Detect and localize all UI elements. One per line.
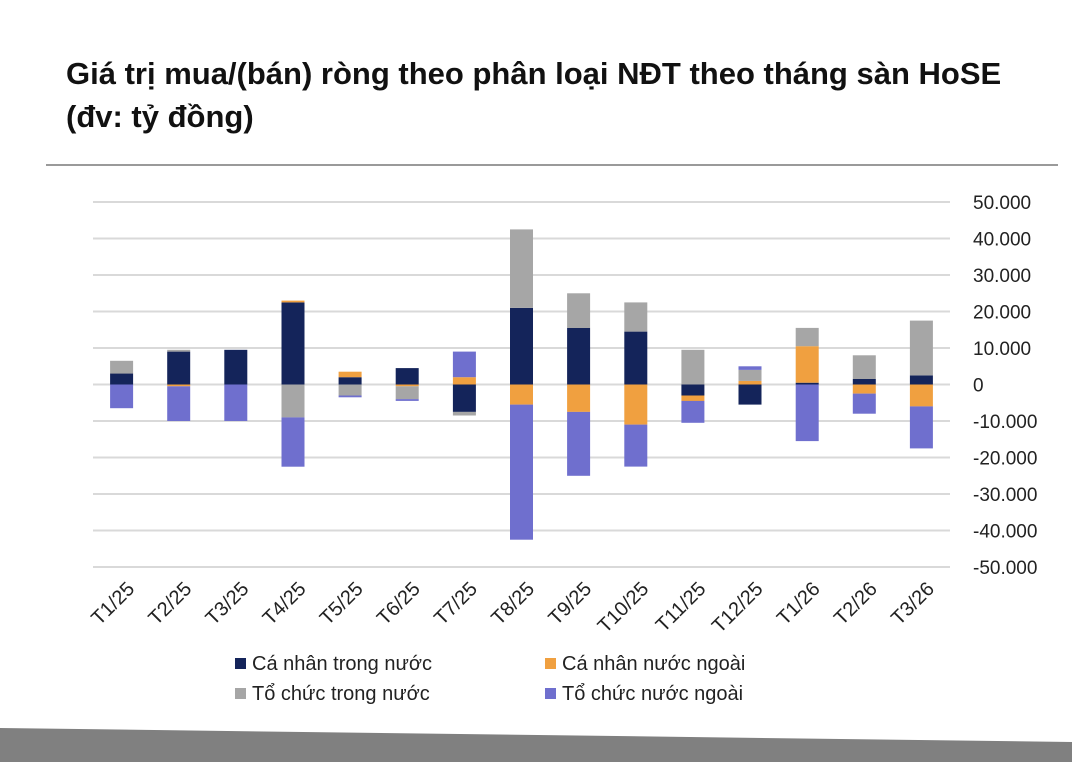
- legend: Cá nhân trong nước Cá nhân nước ngoài Tổ c…: [235, 653, 745, 705]
- bar-segment: [452, 384, 476, 412]
- bar-segment: [624, 384, 648, 425]
- y-tick-label: 50.000: [973, 193, 1031, 214]
- bar-segment: [624, 331, 648, 385]
- x-tick-label: T2/25: [145, 578, 197, 630]
- y-tick-label: -10.000: [973, 412, 1037, 433]
- bar-segment: [567, 327, 591, 385]
- y-tick-label: 40.000: [973, 230, 1031, 251]
- x-tick-label: T1/25: [87, 578, 139, 630]
- bar-segment: [909, 375, 933, 385]
- bar-segment: [852, 379, 876, 385]
- bar-segment: [567, 293, 591, 328]
- bar-segment: [510, 384, 533, 405]
- x-tick-label: T2/26: [830, 578, 882, 630]
- bar-segment: [510, 404, 533, 540]
- bar-segment: [224, 384, 248, 421]
- x-tick-label: T8/25: [487, 578, 539, 630]
- bars: [110, 229, 933, 540]
- bar-segment: [167, 351, 191, 385]
- bar-segment: [452, 377, 476, 385]
- y-tick-label: 30.000: [973, 266, 1031, 287]
- bar-segment: [338, 377, 362, 385]
- bar-segment: [452, 351, 476, 378]
- bar-segment: [395, 368, 419, 385]
- y-tick-label: 0: [973, 376, 984, 397]
- bar-segment: [738, 380, 762, 385]
- bar-segment: [281, 302, 305, 385]
- bar-segment: [395, 386, 419, 400]
- bar-segment: [338, 384, 362, 396]
- legend-swatch: [235, 688, 246, 699]
- y-tick-label: 20.000: [973, 303, 1031, 324]
- bar-segment: [281, 300, 305, 303]
- bar-segment: [795, 382, 819, 385]
- bar-segment: [795, 327, 819, 347]
- chart-title: Giá trị mua/(bán) ròng theo phân loại NĐ…: [66, 56, 1002, 134]
- bar-segment: [909, 406, 933, 449]
- x-tick-label: T3/25: [202, 578, 254, 630]
- bar-segment: [624, 424, 648, 467]
- x-tick-label: T1/26: [773, 578, 825, 630]
- bar-segment: [852, 393, 876, 414]
- title-divider: [46, 164, 1058, 166]
- x-tick-label: T12/25: [708, 578, 768, 638]
- bar-segment: [567, 411, 591, 476]
- bar-segment: [567, 384, 591, 412]
- bar-segment: [338, 371, 362, 378]
- bar-segment: [852, 384, 876, 394]
- bar-segment: [909, 320, 933, 376]
- legend-label: Cá nhân trong nước: [252, 653, 432, 675]
- bar-segment: [510, 307, 533, 385]
- bar-segment: [395, 384, 419, 387]
- legend-label: Cá nhân nước ngoài: [562, 653, 745, 675]
- x-tick-label: T11/25: [652, 578, 711, 637]
- bar-segment: [281, 417, 305, 467]
- bar-segment: [852, 355, 876, 379]
- bar-segment: [795, 384, 819, 442]
- footer-band: [0, 728, 1072, 762]
- bar-segment: [281, 384, 305, 418]
- x-tick-label: T10/25: [594, 578, 654, 638]
- bar-segment: [681, 400, 705, 423]
- bar-segment: [681, 395, 705, 401]
- bar-segment: [738, 366, 762, 370]
- bar-segment: [909, 384, 933, 407]
- y-tick-label: -40.000: [973, 522, 1037, 543]
- bar-segment: [338, 395, 362, 398]
- legend-label: Tổ chức nước ngoài: [562, 683, 743, 705]
- bar-segment: [167, 384, 191, 387]
- legend-swatch: [545, 658, 556, 669]
- bar-segment: [167, 386, 191, 421]
- x-tick-label: T9/25: [544, 578, 596, 630]
- bar-segment: [224, 349, 248, 385]
- bar-segment: [110, 384, 134, 409]
- bar-segment: [110, 373, 134, 385]
- legend-swatch: [235, 658, 246, 669]
- y-tick-label: -30.000: [973, 485, 1037, 506]
- x-tick-label: T6/25: [373, 578, 425, 630]
- bar-segment: [681, 384, 705, 396]
- x-tick-label: T5/25: [316, 578, 368, 630]
- bar-segment: [738, 384, 762, 405]
- y-tick-label: -50.000: [973, 558, 1037, 579]
- bar-segment: [795, 346, 819, 383]
- bar-segment: [167, 349, 191, 352]
- x-axis-ticks: T1/25 T2/25 T3/25 T4/25 T5/25 T6/25 T7/25 T8/25…: [87, 578, 939, 638]
- y-tick-label: 10.000: [973, 339, 1031, 360]
- legend-swatch: [545, 688, 556, 699]
- y-tick-label: -20.000: [973, 449, 1037, 470]
- bar-segment: [738, 369, 762, 381]
- x-tick-label: T7/25: [430, 578, 482, 630]
- bar-segment: [510, 229, 533, 308]
- bar-segment: [452, 411, 476, 416]
- bar-segment: [624, 302, 648, 332]
- bar-segment: [110, 360, 134, 374]
- x-tick-label: T3/26: [887, 578, 939, 630]
- bar-segment: [395, 399, 419, 401]
- legend-label: Tổ chức trong nước: [252, 683, 430, 705]
- x-tick-label: T4/25: [259, 578, 311, 630]
- y-axis-ticks: 50.000 40.000 30.000 20.000 10.000 0 -10.000 -2…: [973, 193, 1037, 579]
- bar-segment: [681, 349, 705, 385]
